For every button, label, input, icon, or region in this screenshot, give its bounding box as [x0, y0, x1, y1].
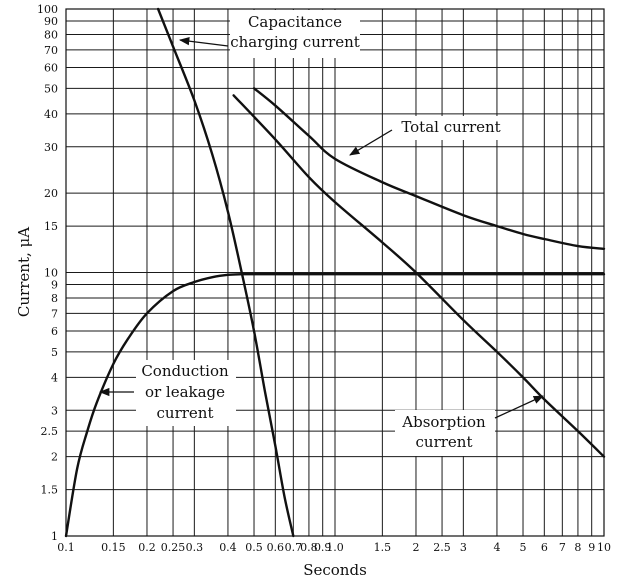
capacitance-label-background	[230, 10, 360, 58]
x-tick-label: 0.5	[245, 541, 263, 554]
y-tick-label: 2.5	[41, 425, 59, 438]
y-tick-label: 60	[44, 61, 58, 74]
x-tick-label: 0.7	[285, 541, 303, 554]
y-tick-label: 90	[44, 15, 58, 28]
grid	[65, 8, 605, 537]
x-tick-label: 3	[460, 541, 467, 554]
capacitance-annotation-line: Capacitance	[248, 13, 342, 31]
x-tick-label: 7	[559, 541, 566, 554]
x-tick-label: 5	[520, 541, 527, 554]
y-tick-label: 3	[51, 404, 58, 417]
conduction-annotation-line: current	[157, 404, 214, 422]
x-tick-label: 0.8	[300, 541, 318, 554]
x-tick-label: 2.5	[433, 541, 451, 554]
absorption-current-line	[232, 94, 606, 458]
y-tick-label: 50	[44, 82, 58, 95]
y-tick-label: 4	[51, 371, 58, 384]
series-lines	[64, 7, 606, 538]
x-tick-label: 9	[588, 541, 595, 554]
y-axis-title: Current, μA	[15, 227, 33, 317]
y-tick-label: 9	[51, 279, 58, 292]
x-tick-label: 0.2	[138, 541, 156, 554]
total-arrow	[349, 129, 393, 156]
annotations: Capacitance charging current Total current…	[98, 10, 544, 456]
plot-frame	[65, 8, 605, 537]
conduction-current-line	[64, 272, 606, 538]
x-tick-label: 0.1	[57, 541, 75, 554]
y-tick-label: 20	[44, 187, 58, 200]
capacitance-current-line	[156, 7, 295, 538]
x-tick-label: 6	[541, 541, 548, 554]
x-axis-title: Seconds	[303, 561, 367, 579]
total-annotation-line: Total current	[401, 118, 500, 136]
y-tick-label: 80	[44, 29, 58, 42]
x-tick-label: 0.6	[267, 541, 285, 554]
absorption-arrow	[494, 395, 544, 419]
x-tick-label: 10	[597, 541, 611, 554]
absorption-annotation-line: current	[416, 433, 473, 451]
x-tick-label: 2	[412, 541, 419, 554]
y-tick-label: 2	[51, 451, 58, 464]
x-tick-label: 1.0	[326, 541, 344, 554]
absorption-label-background	[395, 410, 495, 456]
x-tick-label: 0.15	[101, 541, 126, 554]
x-tick-label: 8	[574, 541, 581, 554]
x-tick-label: 0.3	[186, 541, 204, 554]
x-tick-label: 0.4	[219, 541, 237, 554]
x-tick-label: 4	[493, 541, 500, 554]
x-tick-label: 0.9	[314, 541, 332, 554]
y-tick-label: 10	[44, 267, 58, 280]
y-tick-label: 8	[51, 292, 58, 305]
y-tick-label: 6	[51, 325, 58, 338]
y-tick-label: 7	[51, 307, 58, 320]
capacitance-annotation-line: charging current	[230, 33, 360, 51]
y-tick-label: 30	[44, 141, 58, 154]
absorption-annotation-line: Absorption	[401, 413, 486, 431]
x-tick-label: 1.5	[374, 541, 392, 554]
y-tick-label: 15	[44, 220, 58, 233]
total-label-background	[396, 116, 508, 140]
y-tick-label: 1.5	[41, 484, 59, 497]
y-tick-label: 1	[51, 530, 58, 543]
conduction-label-background	[136, 360, 236, 426]
y-tick-label: 100	[37, 3, 58, 16]
total-current-line	[252, 87, 606, 251]
conduction-annotation-line: or leakage	[145, 383, 225, 401]
y-tick-label: 5	[51, 346, 58, 359]
conduction-annotation-line: Conduction	[141, 362, 229, 380]
y-tick-label: 70	[44, 44, 58, 57]
capacitance-arrow	[178, 37, 229, 47]
y-tick-label: 40	[44, 108, 58, 121]
x-tick-label: 0.25	[161, 541, 186, 554]
x-tick-labels: 0.1 0.15 0.2 0.25 0.3 0.4 0.5 0.6 0.70.80.91.0 1.…	[57, 541, 611, 554]
